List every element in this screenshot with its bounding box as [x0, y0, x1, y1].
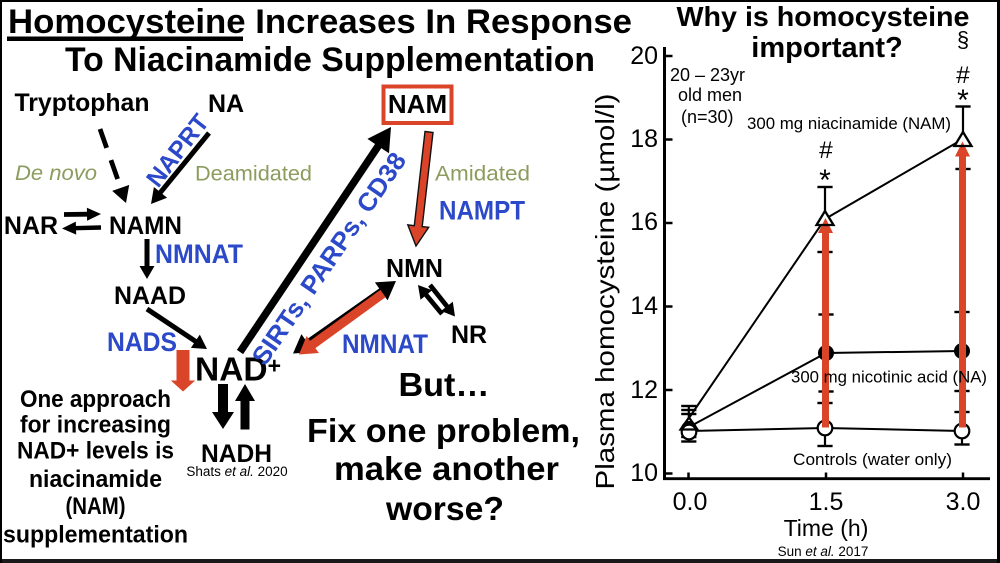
svg-text:10: 10 — [630, 459, 658, 487]
svg-text:18: 18 — [630, 125, 658, 153]
svg-text:NAD+ levels is: NAD+ levels is — [17, 438, 174, 465]
svg-text:14: 14 — [630, 292, 658, 320]
svg-text:0.0: 0.0 — [673, 488, 708, 516]
svg-text:Sun et al. 2017: Sun et al. 2017 — [778, 544, 869, 559]
svg-text:Tryptophan: Tryptophan — [15, 89, 150, 117]
svg-text:(n=30): (n=30) — [681, 107, 734, 127]
svg-text:Deamidated: Deamidated — [195, 162, 312, 186]
svg-text:NMNAT: NMNAT — [342, 329, 428, 359]
svg-text:NADS: NADS — [107, 327, 177, 357]
svg-text:make another: make another — [334, 450, 559, 487]
svg-text:To Niacinamide Supplementation: To Niacinamide Supplementation — [65, 41, 595, 79]
svg-text:NADH: NADH — [201, 440, 272, 468]
svg-text:worse?: worse? — [385, 490, 504, 527]
svg-text:Homocysteine Increases In Resp: Homocysteine Increases In Response — [8, 3, 632, 41]
svg-text:NR: NR — [451, 321, 487, 349]
svg-text:#: # — [819, 137, 833, 164]
svg-text:But…: But… — [399, 366, 490, 403]
svg-text:Shats et al. 2020: Shats et al. 2020 — [186, 464, 287, 479]
svg-text:NAAD: NAAD — [114, 282, 186, 310]
svg-text:*: * — [819, 164, 831, 197]
svg-text:16: 16 — [630, 208, 658, 236]
svg-text:NMN: NMN — [386, 253, 443, 283]
svg-text:Time (h): Time (h) — [784, 515, 869, 541]
svg-text:supplementation: supplementation — [3, 522, 188, 549]
svg-text:1.5: 1.5 — [809, 488, 844, 516]
svg-text:for increasing: for increasing — [20, 412, 171, 439]
svg-text:12: 12 — [630, 376, 658, 404]
svg-text:Why is homocysteine: Why is homocysteine — [677, 1, 970, 32]
svg-text:important?: important? — [751, 32, 902, 64]
svg-text:§: § — [957, 27, 969, 52]
svg-text:*: * — [957, 84, 969, 117]
svg-text:Amidated: Amidated — [435, 162, 530, 186]
svg-text:#: # — [956, 62, 970, 89]
svg-text:Controls (water only): Controls (water only) — [793, 450, 952, 469]
svg-text:3.0: 3.0 — [946, 488, 981, 516]
svg-text:Plasma homocysteine (µmol/l): Plasma homocysteine (µmol/l) — [590, 94, 620, 490]
svg-text:old men: old men — [678, 85, 742, 105]
svg-text:300 mg nicotinic acid (NA): 300 mg nicotinic acid (NA) — [791, 368, 987, 387]
svg-text:NA: NA — [208, 90, 244, 118]
svg-text:NAR: NAR — [4, 212, 58, 240]
svg-text:Fix one problem,: Fix one problem, — [307, 412, 580, 449]
svg-text:20 – 23yr: 20 – 23yr — [670, 65, 745, 85]
svg-text:niacinamide: niacinamide — [29, 466, 162, 493]
svg-text:De novo: De novo — [15, 161, 97, 185]
svg-text:NAD+: NAD+ — [195, 352, 281, 389]
svg-text:NAM: NAM — [388, 89, 447, 119]
svg-text:One approach: One approach — [20, 386, 171, 413]
svg-text:NAMPT: NAMPT — [439, 196, 525, 226]
svg-text:20: 20 — [630, 42, 658, 70]
svg-text:(NAM): (NAM) — [66, 493, 126, 520]
svg-text:300 mg niacinamide (NAM): 300 mg niacinamide (NAM) — [747, 114, 951, 133]
svg-text:NAMN: NAMN — [109, 212, 182, 240]
svg-text:NMNAT: NMNAT — [155, 239, 243, 269]
